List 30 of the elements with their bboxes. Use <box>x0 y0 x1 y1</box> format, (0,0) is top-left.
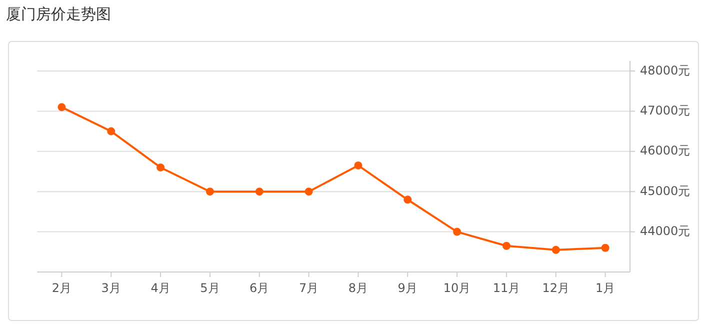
x-tick-label: 3月 <box>101 281 121 295</box>
y-tick-label: 44000元 <box>640 224 690 238</box>
x-tick-label: 8月 <box>348 281 368 295</box>
x-tick-label: 1月 <box>595 281 616 295</box>
x-tick-label: 12月 <box>542 281 570 295</box>
point <box>107 127 116 136</box>
point <box>206 188 214 196</box>
point <box>601 244 610 252</box>
x-tick-label: 2月 <box>52 281 72 295</box>
x-tick-label: 9月 <box>398 281 418 295</box>
point <box>58 103 66 112</box>
x-tick-label: 5月 <box>200 281 220 295</box>
y-tick-label: 45000元 <box>640 184 690 198</box>
chart-title: 厦门房价走势图 <box>6 5 111 23</box>
y-tick-label: 46000元 <box>640 144 690 158</box>
x-tick-label: 11月 <box>492 281 520 295</box>
y-tick-label: 48000元 <box>640 63 690 78</box>
x-tick-label: 10月 <box>443 281 471 295</box>
x-tick-label: 4月 <box>150 281 170 295</box>
point <box>354 161 362 170</box>
point <box>552 246 560 254</box>
point <box>404 196 412 204</box>
point <box>255 188 264 196</box>
point <box>304 188 313 196</box>
x-tick-label: 7月 <box>298 281 319 295</box>
point <box>502 242 510 250</box>
x-tick-label: 6月 <box>250 281 270 295</box>
point <box>156 163 165 172</box>
y-tick-label: 47000元 <box>640 103 690 118</box>
point <box>453 228 462 236</box>
